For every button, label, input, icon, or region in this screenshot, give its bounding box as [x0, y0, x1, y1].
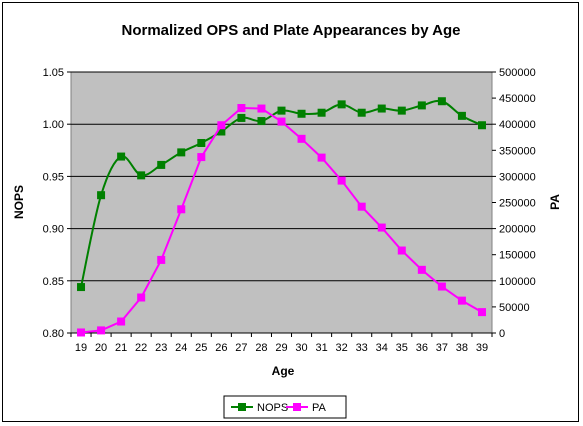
left-tick-label: 1.00: [43, 119, 64, 131]
data-point-pa: [197, 153, 206, 162]
left-axis-ticks: 0.80 0.85 0.90 0.95 1.00 1.05: [43, 67, 71, 340]
x-tick-label: 31: [315, 342, 327, 354]
x-axis-ticks: 19 20 21 22 23 24 25 26 27 28 29 30 31 32 33 34 35 36 37 38…: [70, 333, 493, 354]
right-tick-label: 200000: [499, 224, 536, 236]
x-tick-label: 26: [215, 342, 227, 354]
data-point-pa: [417, 265, 426, 274]
chart-title: Normalized OPS and Plate Appearances by …: [122, 22, 461, 39]
x-tick-label: 33: [356, 342, 368, 354]
legend: NOPS PA: [223, 395, 347, 419]
left-tick-label: 0.80: [43, 328, 64, 340]
left-tick-label: 0.95: [43, 171, 64, 183]
x-tick-label: 19: [75, 342, 87, 354]
right-tick-label: 350000: [499, 145, 536, 157]
data-point-pa: [437, 282, 446, 291]
x-tick-label: 39: [476, 342, 488, 354]
data-point-nops: [477, 121, 486, 130]
right-tick-label: 450000: [499, 93, 536, 105]
line-chart: Normalized OPS and Plate Appearances by …: [12, 22, 562, 419]
data-point-pa: [297, 134, 306, 143]
right-tick-label: 250000: [499, 198, 536, 210]
data-point-nops: [217, 127, 226, 136]
data-point-nops: [237, 113, 246, 122]
right-tick-label: 500000: [499, 67, 536, 79]
data-point-pa: [337, 176, 346, 185]
legend-marker: [238, 403, 246, 411]
data-point-pa: [317, 153, 326, 162]
data-point-nops: [177, 148, 186, 157]
right-tick-label: 50000: [499, 302, 530, 314]
right-tick-label: 0: [499, 328, 505, 340]
y-axis-right-label: PA: [548, 194, 562, 210]
data-point-pa: [137, 293, 146, 302]
x-tick-label: 32: [336, 342, 348, 354]
data-point-nops: [297, 109, 306, 118]
right-tick-label: 100000: [499, 276, 536, 288]
data-point-pa: [257, 104, 266, 113]
data-point-nops: [277, 106, 286, 115]
data-point-nops: [337, 100, 346, 109]
x-tick-label: 27: [235, 342, 247, 354]
data-point-nops: [457, 111, 466, 120]
data-point-nops: [397, 106, 406, 115]
x-tick-label: 35: [396, 342, 408, 354]
data-point-pa: [397, 246, 406, 255]
data-point-pa: [457, 296, 466, 305]
left-tick-label: 0.85: [43, 276, 64, 288]
data-point-nops: [117, 152, 126, 161]
legend-box: [223, 395, 347, 419]
series-layer: [77, 97, 486, 337]
legend-marker: [293, 403, 301, 411]
data-point-nops: [357, 108, 366, 117]
data-point-nops: [437, 97, 446, 106]
data-point-pa: [357, 202, 366, 211]
right-axis-ticks: 0 50000 100000 150000 200000 250000 300000 3500…: [492, 67, 536, 340]
data-point-nops: [97, 191, 106, 200]
x-tick-label: 23: [155, 342, 167, 354]
data-point-pa: [77, 328, 86, 337]
chart-frame: Normalized OPS and Plate Appearances by …: [2, 2, 579, 422]
data-point-nops: [317, 108, 326, 117]
right-tick-label: 150000: [499, 250, 536, 262]
x-tick-label: 28: [255, 342, 267, 354]
x-axis-label: Age: [272, 364, 295, 378]
data-point-pa: [277, 117, 286, 126]
data-point-pa: [237, 104, 246, 113]
x-tick-label: 25: [195, 342, 207, 354]
data-point-pa: [97, 326, 106, 335]
left-tick-label: 1.05: [43, 67, 64, 79]
data-point-nops: [77, 283, 86, 292]
x-tick-label: 20: [95, 342, 107, 354]
x-tick-label: 37: [436, 342, 448, 354]
x-tick-label: 22: [135, 342, 147, 354]
data-point-nops: [157, 160, 166, 169]
data-point-nops: [197, 138, 206, 147]
legend-label: NOPS: [257, 402, 288, 414]
plot-area: [70, 71, 493, 334]
left-tick-label: 0.90: [43, 224, 64, 236]
right-tick-label: 400000: [499, 119, 536, 131]
data-point-pa: [117, 317, 126, 326]
data-point-nops: [417, 101, 426, 110]
legend-label: PA: [312, 402, 327, 414]
data-point-nops: [257, 117, 266, 126]
data-point-pa: [377, 223, 386, 232]
right-tick-label: 300000: [499, 171, 536, 183]
data-point-pa: [477, 308, 486, 317]
legend-items: NOPS PA: [231, 402, 327, 414]
data-point-pa: [217, 121, 226, 130]
data-point-pa: [157, 255, 166, 264]
data-point-nops: [377, 104, 386, 113]
x-tick-label: 34: [376, 342, 388, 354]
x-tick-label: 21: [115, 342, 127, 354]
x-tick-label: 29: [275, 342, 287, 354]
x-tick-label: 30: [295, 342, 307, 354]
y-axis-left-label: NOPS: [12, 185, 26, 219]
data-point-pa: [177, 205, 186, 214]
x-tick-label: 24: [175, 342, 187, 354]
x-tick-label: 38: [456, 342, 468, 354]
data-point-nops: [137, 171, 146, 180]
x-tick-label: 36: [416, 342, 428, 354]
